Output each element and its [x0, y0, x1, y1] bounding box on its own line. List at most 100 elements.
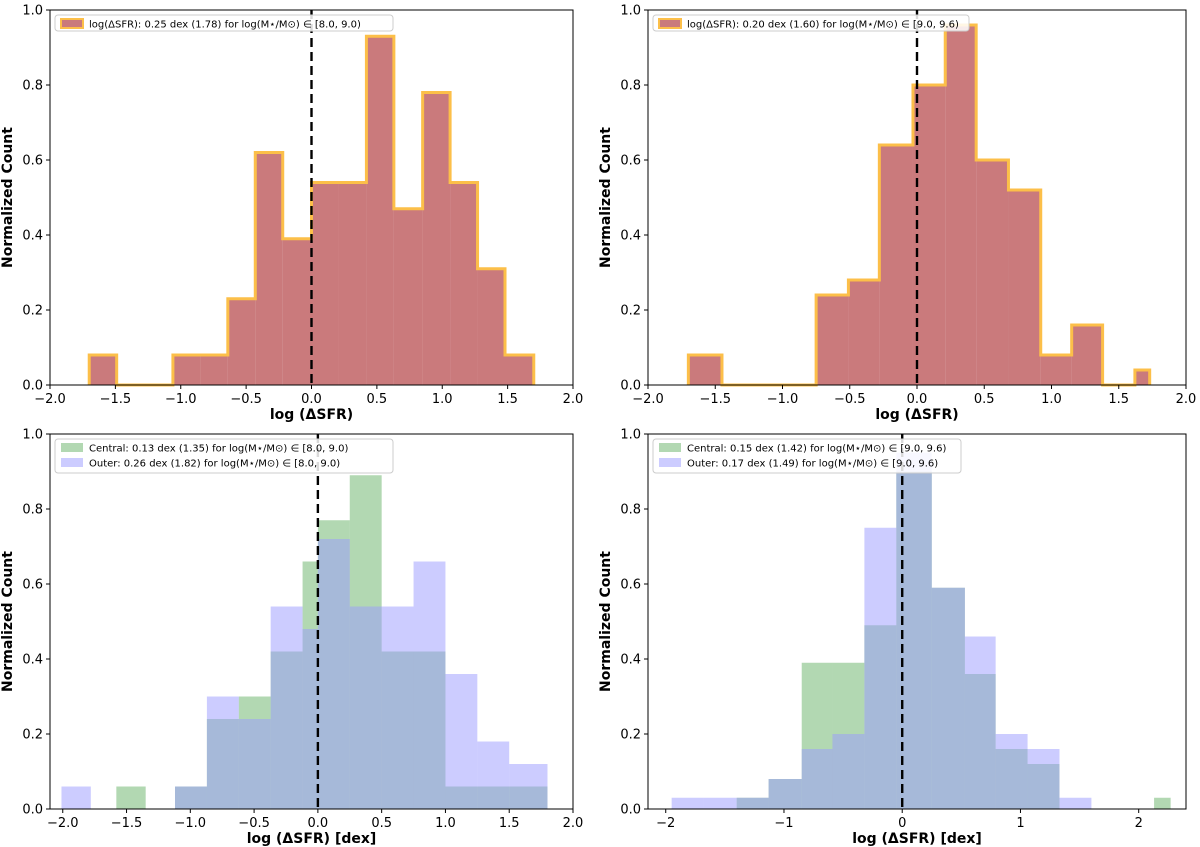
histogram-bar — [816, 295, 849, 385]
histogram-bar — [1059, 797, 1092, 809]
y-tick-label: 0.2 — [620, 304, 641, 319]
histogram-bar — [227, 298, 256, 385]
x-axis-label: log (ΔSFR) — [875, 407, 958, 423]
y-tick-label: 1.0 — [22, 4, 43, 19]
histogram-bar — [317, 539, 350, 809]
y-axis-label: Normalized Count — [598, 551, 614, 692]
histogram-bar — [864, 527, 897, 809]
x-tick-label: 0.0 — [907, 392, 928, 407]
y-tick-label: 0.6 — [22, 154, 43, 169]
legend-box — [652, 438, 962, 474]
x-tick-label: −1.5 — [111, 816, 143, 831]
y-tick-label: 1.0 — [620, 428, 641, 443]
y-tick-label: 0.0 — [620, 379, 641, 394]
histogram-bar — [206, 696, 239, 809]
x-tick-label: 0.0 — [301, 392, 322, 407]
histogram-bar — [1008, 190, 1041, 385]
y-tick-label: 0.2 — [620, 728, 641, 743]
histogram-bar — [366, 36, 394, 385]
y-tick-label: 0.6 — [22, 578, 43, 593]
histogram-bar — [61, 786, 91, 809]
histogram-bar — [302, 629, 318, 809]
histogram-bar — [175, 786, 207, 809]
histogram-bar — [505, 355, 534, 385]
legend: Central: 0.15 dex (1.42) for log(M⋆/M⊙) … — [652, 438, 962, 474]
x-tick-label: 1.0 — [432, 392, 453, 407]
legend-entry-label: log(ΔSFR): 0.20 dex (1.60) for log(M⋆/M⊙… — [687, 20, 959, 31]
histogram-bar — [255, 152, 283, 385]
histogram-bar — [282, 238, 312, 385]
x-tick-label: 1.0 — [1041, 392, 1062, 407]
legend-entry-label: Outer: 0.26 dex (1.82) for log(M⋆/M⊙) ∈ … — [89, 459, 340, 470]
histogram-bar — [172, 355, 201, 385]
x-tick-label: −2.0 — [34, 392, 66, 407]
x-tick-label: −1.0 — [175, 816, 207, 831]
x-tick-label: −0.5 — [238, 816, 270, 831]
y-tick-label: 0.8 — [620, 503, 641, 518]
legend-entry-label: Central: 0.13 dex (1.35) for log(M⋆/M⊙) … — [89, 444, 348, 455]
series-1-bars — [686, 23, 1152, 387]
histogram-bar — [509, 764, 548, 809]
y-tick-label: 0.4 — [620, 653, 641, 668]
panel-1: 0.0 0.2 0.4 0.6 0.8 1.0 −2.0 −1.5 −1.0 −0.5 0.0 0.5… — [0, 4, 583, 424]
histogram-bar — [450, 182, 478, 385]
y-tick-label: 0.4 — [22, 653, 43, 668]
histogram-bar — [89, 355, 117, 385]
panel-4: 0.0 0.2 0.4 0.6 0.8 1.0 −2 −1 0 1 2 log (ΔSFR) [dex… — [598, 428, 1187, 847]
histogram-bar — [945, 25, 977, 385]
histogram-bar — [422, 92, 451, 385]
panel-2: 0.0 0.2 0.4 0.6 0.8 1.0 −2.0 −1.5 −1.0 −0.5 0.0 0.5… — [598, 4, 1196, 424]
legend-entry-label: Central: 0.15 dex (1.42) for log(M⋆/M⊙) … — [687, 444, 946, 455]
axes-frame — [647, 433, 1187, 810]
y-tick-label: 0.2 — [22, 304, 43, 319]
legend: log(ΔSFR): 0.20 dex (1.60) for log(M⋆/M⊙… — [652, 14, 970, 32]
histogram-bar — [445, 674, 478, 809]
axes-frame — [49, 433, 574, 810]
histogram-bar — [768, 779, 802, 809]
x-tick-label: −1.5 — [699, 392, 731, 407]
y-tick-label: 0.6 — [620, 578, 641, 593]
histogram-bar — [311, 182, 339, 385]
histogram-bar — [1154, 797, 1171, 809]
histogram-bar — [671, 797, 704, 809]
legend-box — [652, 14, 970, 32]
x-tick-label: 1.5 — [497, 392, 518, 407]
legend: Central: 0.13 dex (1.35) for log(M⋆/M⊙) … — [54, 438, 394, 474]
x-axis-label: log (ΔSFR) [dex] — [852, 831, 982, 847]
series-2-bars — [61, 539, 548, 809]
y-tick-label: 1.0 — [620, 4, 641, 19]
x-tick-label: 2.0 — [1176, 392, 1197, 407]
histogram-bar — [964, 636, 996, 809]
histogram-bar — [238, 719, 271, 809]
y-tick-label: 0.0 — [22, 379, 43, 394]
x-tick-label: −1 — [774, 816, 793, 831]
x-tick-label: 0.0 — [308, 816, 329, 831]
histogram-bar — [116, 786, 146, 809]
y-tick-label: 1.0 — [22, 428, 43, 443]
y-tick-label: 0.0 — [620, 803, 641, 818]
x-tick-label: 2.0 — [563, 816, 584, 831]
histogram-bar — [848, 280, 880, 385]
y-tick-label: 0.8 — [620, 79, 641, 94]
legend-entry-label: log(ΔSFR): 0.25 dex (1.78) for log(M⋆/M⊙… — [89, 20, 361, 31]
y-tick-label: 0.4 — [620, 229, 641, 244]
histogram-bar — [381, 606, 414, 809]
histogram-bar — [1040, 355, 1072, 385]
histogram-bar — [477, 268, 506, 385]
y-tick-label: 0.0 — [22, 803, 43, 818]
x-tick-label: 0.5 — [974, 392, 995, 407]
histogram-bar — [413, 561, 446, 809]
x-tick-label: −2 — [656, 816, 675, 831]
histogram-bar — [1027, 749, 1060, 809]
histogram-bar — [912, 85, 946, 385]
x-tick-label: −2.0 — [47, 816, 79, 831]
legend-swatch — [61, 458, 83, 467]
y-axis-label: Normalized Count — [598, 127, 614, 268]
x-tick-label: 1 — [1016, 816, 1024, 831]
legend-swatch — [659, 458, 681, 467]
histogram-bar — [338, 182, 367, 385]
histogram-bar — [1071, 325, 1103, 385]
x-tick-label: 1.5 — [499, 816, 520, 831]
legend-entry-label: Outer: 0.17 dex (1.49) for log(M⋆/M⊙) ∈ … — [687, 459, 938, 470]
